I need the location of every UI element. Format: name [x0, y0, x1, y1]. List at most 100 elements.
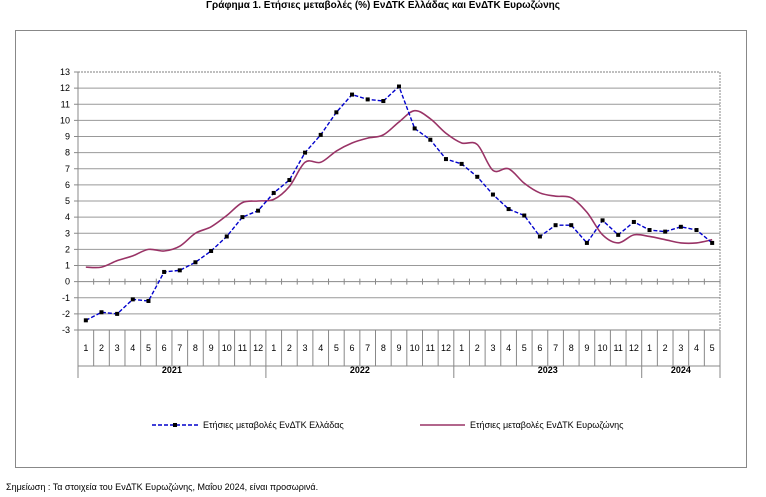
- greece-data-point: [240, 215, 245, 220]
- y-tick-label: 4: [65, 212, 70, 222]
- greece-data-point: [616, 232, 621, 237]
- year-label: 2024: [671, 365, 691, 375]
- month-label: 3: [115, 343, 120, 353]
- legend-eurozone-label: Ετήσιες μεταβολές ΕνΔΤΚ Ευρωζώνης: [470, 420, 624, 430]
- greece-data-point: [130, 297, 135, 302]
- greece-data-point: [459, 161, 464, 166]
- greece-data-point: [99, 310, 104, 315]
- y-tick-label: 9: [65, 132, 70, 142]
- y-tick-label: 10: [60, 115, 70, 125]
- greece-data-point: [224, 234, 229, 239]
- chart-frame: [15, 30, 747, 468]
- legend-greece-marker: [173, 423, 177, 427]
- y-tick-label: 0: [65, 277, 70, 287]
- month-label: 6: [350, 343, 355, 353]
- greece-data-point: [162, 269, 167, 274]
- eurozone-series-line: [85, 109, 713, 269]
- greece-data-point: [678, 224, 683, 229]
- month-label: 10: [222, 343, 232, 353]
- month-label: 11: [614, 343, 623, 353]
- y-tick-label: -2: [62, 309, 70, 319]
- month-label: 2: [663, 343, 668, 353]
- greece-data-point: [553, 223, 558, 228]
- greece-data-point: [490, 192, 495, 197]
- month-label: 12: [441, 343, 451, 353]
- month-label: 3: [678, 343, 683, 353]
- month-label: 4: [130, 343, 135, 353]
- y-tick-label: 1: [65, 261, 70, 271]
- greece-data-point: [209, 248, 214, 253]
- greece-data-point: [522, 213, 527, 218]
- greece-data-point: [318, 132, 323, 137]
- greece-data-point: [443, 157, 448, 162]
- month-label: 6: [537, 343, 542, 353]
- greece-data-point: [584, 240, 589, 245]
- greece-data-point: [83, 318, 88, 323]
- month-label: 9: [584, 343, 589, 353]
- year-label: 2023: [538, 365, 558, 375]
- y-tick-label: 7: [65, 164, 70, 174]
- greece-data-point: [694, 228, 699, 233]
- y-tick-label: 5: [65, 196, 70, 206]
- month-label: 1: [83, 343, 88, 353]
- month-label: 2: [287, 343, 292, 353]
- y-tick-label: 3: [65, 228, 70, 238]
- y-tick-label: 11: [61, 99, 70, 109]
- greece-data-point: [287, 178, 292, 183]
- month-label: 1: [459, 343, 464, 353]
- month-label: 8: [193, 343, 198, 353]
- month-label: 11: [426, 343, 435, 353]
- month-label: 7: [177, 343, 182, 353]
- month-label: 9: [209, 343, 214, 353]
- month-label: 1: [647, 343, 652, 353]
- chart-title: Γράφημα 1. Ετήσιες μεταβολές (%) ΕνΔΤΚ Ε…: [206, 0, 560, 11]
- greece-data-point: [537, 234, 542, 239]
- y-tick-label: 8: [65, 148, 70, 158]
- greece-data-point: [428, 137, 433, 142]
- month-label: 9: [396, 343, 401, 353]
- month-label: 3: [303, 343, 308, 353]
- month-label: 12: [253, 343, 263, 353]
- month-label: 8: [381, 343, 386, 353]
- greece-data-point: [397, 84, 401, 89]
- month-label: 2: [475, 343, 480, 353]
- year-label: 2022: [350, 365, 370, 375]
- month-label: 7: [553, 343, 558, 353]
- month-label: 5: [710, 343, 715, 353]
- month-label: 5: [146, 343, 151, 353]
- y-tick-label: -1: [62, 293, 70, 303]
- month-label: 2: [99, 343, 104, 353]
- legend-greece-label: Ετήσιες μεταβολές ΕνΔΤΚ Ελλάδας: [203, 420, 344, 430]
- year-label: 2021: [162, 365, 182, 375]
- month-label: 3: [490, 343, 495, 353]
- footnote: Σημείωση : Τα στοιχεία του ΕνΔΤΚ Ευρωζών…: [6, 482, 319, 492]
- y-tick-label: 6: [65, 180, 70, 190]
- greece-data-point: [647, 228, 652, 233]
- month-label: 8: [569, 343, 574, 353]
- greece-data-point: [303, 150, 308, 155]
- month-label: 11: [238, 343, 247, 353]
- greece-data-point: [334, 110, 339, 115]
- greece-data-point: [271, 190, 276, 195]
- greece-data-point: [506, 207, 511, 212]
- month-label: 10: [410, 343, 420, 353]
- month-label: 5: [522, 343, 527, 353]
- greece-data-point: [381, 99, 386, 104]
- greece-data-point: [710, 240, 715, 245]
- greece-data-point: [350, 92, 355, 97]
- greece-data-point: [600, 218, 605, 223]
- month-label: 10: [598, 343, 608, 353]
- y-tick-label: 2: [65, 244, 70, 254]
- month-label: 12: [629, 343, 639, 353]
- greece-data-point: [412, 126, 417, 131]
- y-tick-label: 13: [60, 67, 70, 77]
- month-label: 7: [365, 343, 370, 353]
- greece-data-point: [569, 223, 574, 228]
- y-tick-label: -3: [62, 325, 70, 335]
- month-label: 4: [318, 343, 323, 353]
- month-label: 4: [694, 343, 699, 353]
- month-label: 6: [162, 343, 167, 353]
- month-label: 1: [271, 343, 276, 353]
- greece-data-point: [193, 260, 198, 265]
